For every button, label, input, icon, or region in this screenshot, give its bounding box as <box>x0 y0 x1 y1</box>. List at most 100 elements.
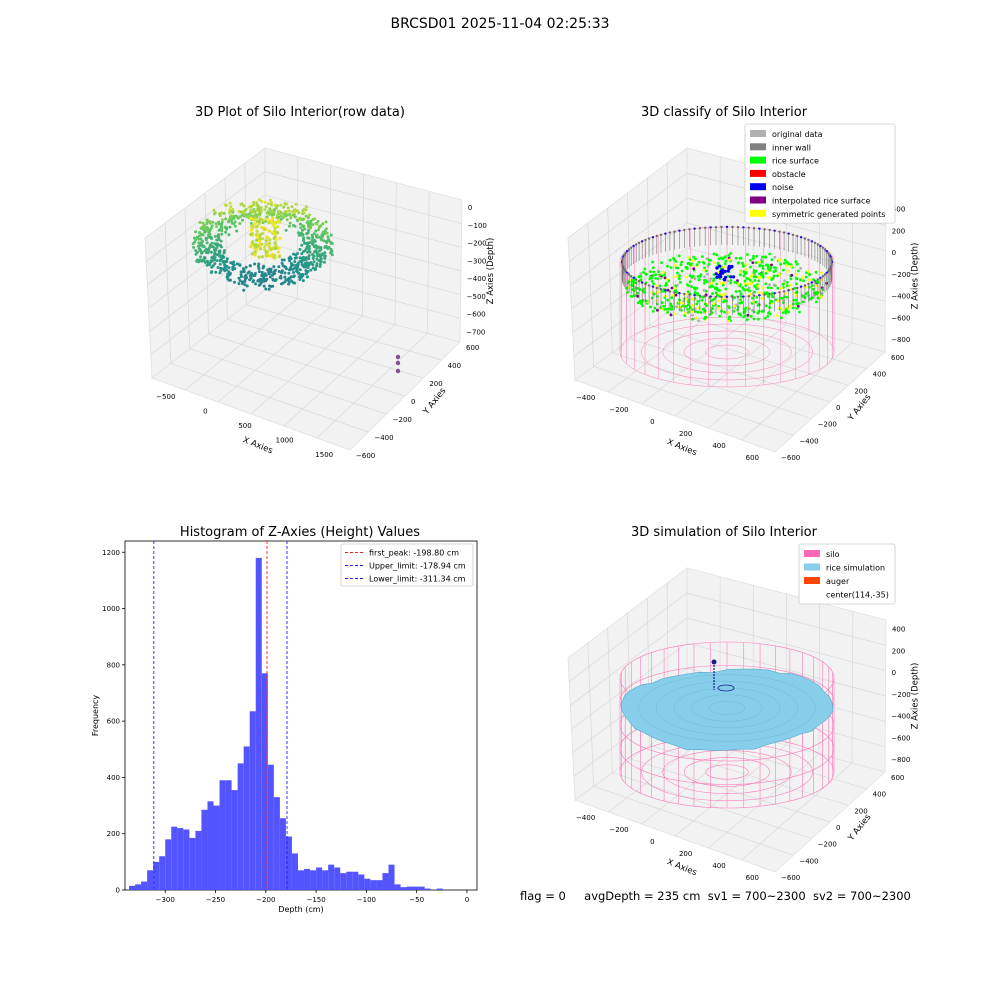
data-point <box>683 312 687 315</box>
data-point <box>701 307 705 311</box>
histogram-bar <box>147 870 154 890</box>
data-point <box>211 245 215 249</box>
data-point <box>221 218 224 222</box>
data-point <box>779 262 783 266</box>
data-point <box>684 304 688 308</box>
data-point <box>636 294 640 298</box>
data-point <box>203 249 207 253</box>
data-point <box>228 225 232 229</box>
data-point <box>279 217 283 221</box>
data-point <box>304 265 307 269</box>
data-point <box>686 311 690 314</box>
data-point <box>192 245 195 249</box>
data-point <box>783 295 786 298</box>
data-point <box>213 242 217 246</box>
data-point <box>636 291 639 295</box>
data-point <box>754 261 758 264</box>
histogram-bar <box>225 780 232 890</box>
data-point <box>776 286 780 290</box>
histogram-bar <box>436 888 443 890</box>
data-point <box>210 256 214 260</box>
data-point <box>770 278 774 281</box>
data-point <box>752 317 756 321</box>
data-point <box>752 254 755 258</box>
data-point <box>287 224 291 228</box>
data-point <box>693 277 697 280</box>
grid-line <box>147 194 462 285</box>
data-point <box>306 250 310 254</box>
data-point <box>251 280 255 284</box>
data-point <box>306 266 310 269</box>
inner-wall-point <box>668 290 672 293</box>
data-point <box>293 210 296 214</box>
z-tick-label: −600 <box>891 734 910 742</box>
data-point <box>700 298 704 302</box>
data-point <box>304 208 308 212</box>
data-point <box>745 318 749 322</box>
data-point <box>315 233 319 237</box>
data-point <box>283 201 287 205</box>
data-point <box>770 294 774 298</box>
data-point <box>668 258 672 262</box>
histogram-bar <box>400 887 407 890</box>
data-point <box>253 218 257 222</box>
data-point <box>320 236 323 240</box>
data-point <box>660 261 663 265</box>
data-point <box>752 257 755 260</box>
data-point <box>311 263 315 267</box>
data-point <box>808 278 811 282</box>
data-point <box>709 277 713 280</box>
data-point <box>284 214 288 218</box>
data-point <box>722 256 726 260</box>
z-tick-label: 0 <box>892 249 896 257</box>
data-point <box>282 258 286 262</box>
inner-wall-point <box>641 281 644 284</box>
data-point <box>781 311 785 314</box>
data-point <box>253 252 257 256</box>
data-point <box>710 281 713 285</box>
data-point <box>243 279 247 283</box>
data-point <box>674 260 678 263</box>
data-point <box>656 308 659 312</box>
legend-label: inner wall <box>772 143 811 152</box>
data-point <box>248 278 252 282</box>
data-point <box>749 275 753 279</box>
data-point <box>254 245 258 249</box>
data-point <box>233 280 236 284</box>
data-point <box>321 222 325 226</box>
data-point <box>257 255 261 259</box>
data-point <box>758 260 761 264</box>
z-tick-label: −100 <box>468 222 487 230</box>
data-point <box>246 271 250 275</box>
data-point <box>264 242 268 247</box>
data-point <box>704 315 707 319</box>
data-point <box>650 280 654 283</box>
x-tick-label: −150 <box>306 896 325 904</box>
x-tick-label: 500 <box>238 422 251 430</box>
data-point <box>642 271 645 274</box>
data-point <box>772 283 776 287</box>
data-point <box>276 225 280 229</box>
data-point <box>296 265 300 269</box>
data-point <box>287 271 291 275</box>
data-point <box>761 286 765 290</box>
data-point <box>210 224 214 228</box>
data-point <box>253 262 257 266</box>
histogram-bar <box>273 797 280 890</box>
data-point <box>310 240 314 244</box>
inner-wall-point <box>803 284 807 287</box>
data-point <box>257 283 261 287</box>
data-point <box>710 306 714 310</box>
data-point <box>696 310 700 314</box>
data-point <box>799 278 802 282</box>
histogram-bar <box>189 837 196 890</box>
data-point <box>311 218 315 221</box>
noise-point <box>717 273 721 277</box>
z-tick-label: 400 <box>892 626 905 634</box>
x-tick-label: −200 <box>609 826 628 834</box>
data-point <box>213 212 216 216</box>
data-point <box>200 251 204 255</box>
data-point <box>323 246 327 249</box>
data-point <box>789 277 793 281</box>
legend-swatch <box>750 156 766 164</box>
